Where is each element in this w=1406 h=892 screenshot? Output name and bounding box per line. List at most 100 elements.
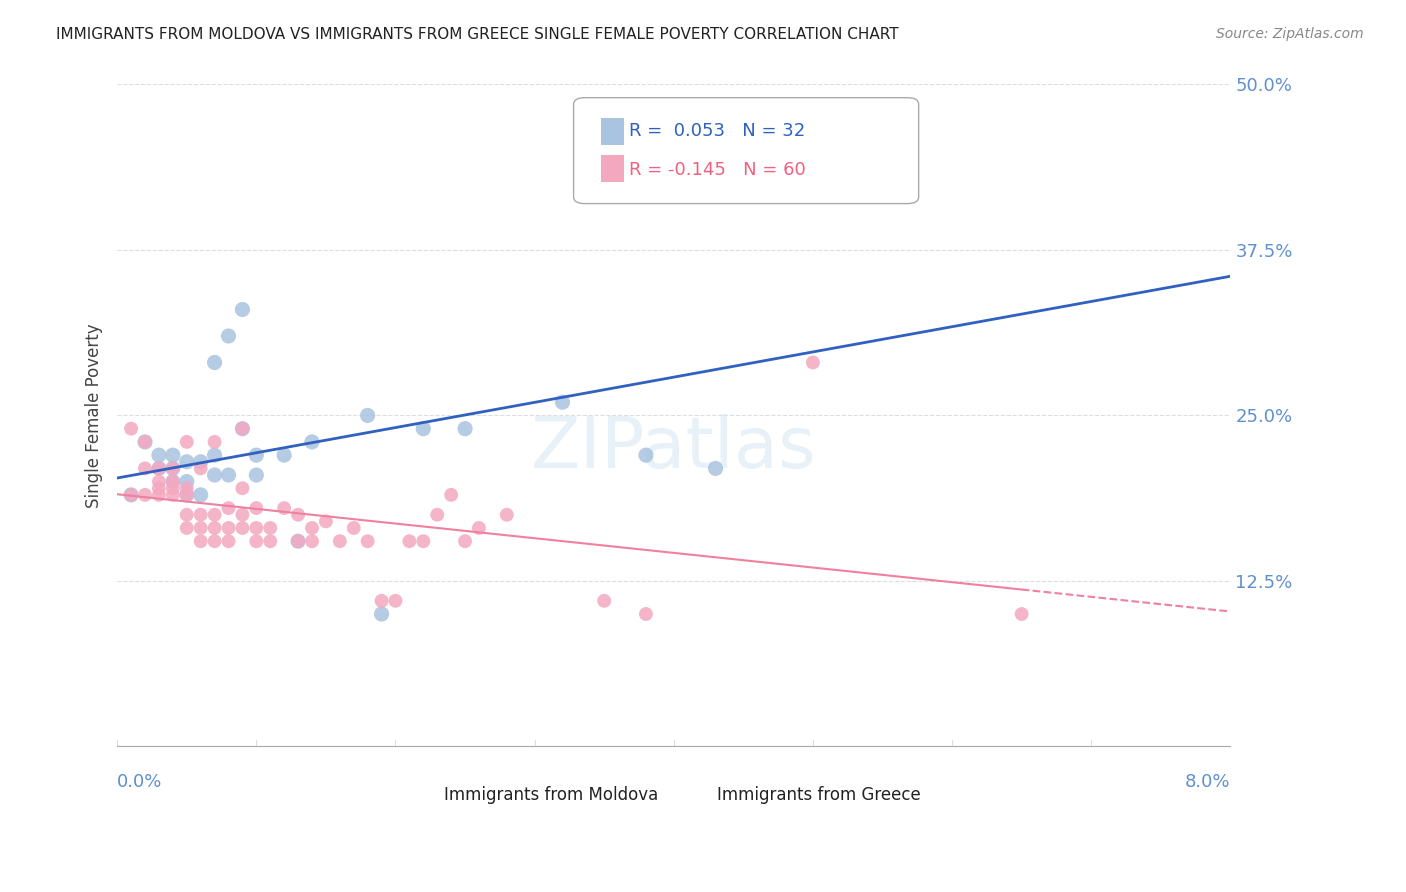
Point	[190, 521, 212, 535]
Point	[898, 157, 921, 171]
Point	[204, 355, 226, 369]
Point	[273, 448, 295, 462]
Point	[287, 534, 309, 549]
Point	[148, 448, 170, 462]
Point	[495, 508, 517, 522]
Point	[120, 422, 142, 436]
Point	[204, 468, 226, 483]
Point	[370, 594, 392, 608]
Point	[190, 461, 212, 475]
Point	[162, 461, 184, 475]
Point	[273, 501, 295, 516]
Point	[301, 434, 323, 449]
Point	[218, 521, 240, 535]
Point	[176, 488, 198, 502]
Point	[204, 434, 226, 449]
Point	[204, 534, 226, 549]
Point	[370, 607, 392, 621]
Point	[801, 355, 824, 369]
Point	[245, 521, 267, 535]
Point	[218, 468, 240, 483]
Point	[412, 534, 434, 549]
Point	[287, 534, 309, 549]
Point	[134, 461, 156, 475]
Text: R =  0.053   N = 32: R = 0.053 N = 32	[630, 122, 806, 140]
Point	[176, 475, 198, 489]
Text: ZIPatlas: ZIPatlas	[531, 414, 817, 483]
FancyBboxPatch shape	[602, 118, 624, 145]
Point	[343, 521, 366, 535]
Point	[259, 534, 281, 549]
Point	[134, 434, 156, 449]
Y-axis label: Single Female Poverty: Single Female Poverty	[86, 323, 103, 508]
Point	[634, 448, 657, 462]
Point	[176, 434, 198, 449]
Point	[704, 461, 727, 475]
Point	[356, 409, 378, 423]
Point	[190, 508, 212, 522]
Point	[218, 501, 240, 516]
Point	[329, 534, 352, 549]
FancyBboxPatch shape	[602, 154, 624, 183]
Point	[218, 534, 240, 549]
Point	[1011, 607, 1033, 621]
Point	[176, 508, 198, 522]
Point	[148, 475, 170, 489]
Point	[120, 488, 142, 502]
Point	[134, 488, 156, 502]
Text: 0.0%: 0.0%	[117, 772, 163, 791]
Point	[176, 488, 198, 502]
Point	[634, 607, 657, 621]
Point	[148, 481, 170, 495]
FancyBboxPatch shape	[574, 98, 918, 203]
Point	[176, 455, 198, 469]
Point	[190, 455, 212, 469]
Point	[231, 521, 253, 535]
Point	[231, 422, 253, 436]
Text: Immigrants from Greece: Immigrants from Greece	[717, 786, 921, 805]
Point	[134, 434, 156, 449]
Point	[204, 521, 226, 535]
Point	[315, 514, 337, 528]
Point	[190, 534, 212, 549]
Point	[468, 521, 491, 535]
Point	[120, 488, 142, 502]
Point	[176, 521, 198, 535]
Text: Immigrants from Moldova: Immigrants from Moldova	[444, 786, 658, 805]
FancyBboxPatch shape	[724, 770, 747, 789]
Point	[301, 534, 323, 549]
Point	[551, 395, 574, 409]
Point	[287, 508, 309, 522]
Point	[398, 534, 420, 549]
Point	[426, 508, 449, 522]
Point	[204, 448, 226, 462]
Point	[245, 468, 267, 483]
Point	[162, 448, 184, 462]
Point	[190, 488, 212, 502]
Point	[245, 501, 267, 516]
Point	[356, 534, 378, 549]
Text: IMMIGRANTS FROM MOLDOVA VS IMMIGRANTS FROM GREECE SINGLE FEMALE POVERTY CORRELAT: IMMIGRANTS FROM MOLDOVA VS IMMIGRANTS FR…	[56, 27, 898, 42]
Point	[454, 534, 477, 549]
Point	[245, 534, 267, 549]
Point	[162, 481, 184, 495]
Point	[148, 461, 170, 475]
Point	[162, 461, 184, 475]
Point	[440, 488, 463, 502]
Point	[218, 329, 240, 343]
Point	[412, 422, 434, 436]
Point	[593, 594, 616, 608]
FancyBboxPatch shape	[468, 770, 491, 789]
Point	[231, 481, 253, 495]
Point	[231, 508, 253, 522]
Point	[454, 422, 477, 436]
Point	[204, 508, 226, 522]
Point	[231, 302, 253, 317]
Point	[162, 475, 184, 489]
Text: Source: ZipAtlas.com: Source: ZipAtlas.com	[1216, 27, 1364, 41]
Point	[148, 461, 170, 475]
Point	[301, 521, 323, 535]
Point	[259, 521, 281, 535]
Point	[245, 448, 267, 462]
Point	[384, 594, 406, 608]
